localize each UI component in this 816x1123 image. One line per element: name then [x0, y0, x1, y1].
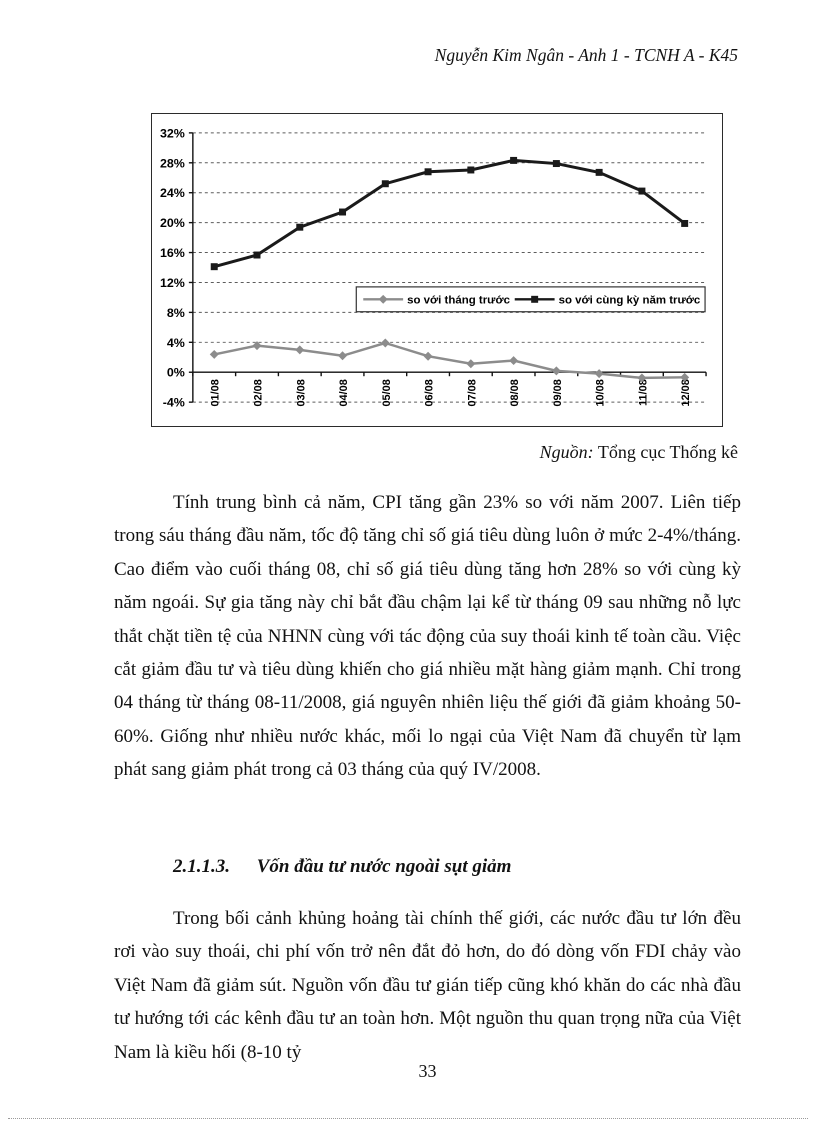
svg-text:08/08: 08/08 — [509, 379, 521, 406]
bottom-dotted-rule — [8, 1118, 808, 1119]
source-text: Tổng cục Thống kê — [597, 442, 738, 462]
svg-text:05/08: 05/08 — [381, 379, 393, 406]
svg-text:07/08: 07/08 — [466, 379, 478, 406]
svg-text:32%: 32% — [160, 126, 185, 140]
page-number: 33 — [418, 1061, 437, 1081]
svg-text:20%: 20% — [160, 216, 185, 230]
svg-text:09/08: 09/08 — [552, 379, 564, 406]
svg-text:so với tháng trước: so với tháng trước — [407, 294, 511, 306]
section-heading-title: Vốn đầu tư nước ngoài sụt giảm — [256, 856, 512, 877]
svg-text:so với cùng kỳ năm trước: so với cùng kỳ năm trước — [559, 294, 701, 306]
svg-text:12/08: 12/08 — [680, 379, 692, 406]
section-heading: 2.1.1.3. Vốn đầu tư nước ngoài sụt giảm — [173, 856, 511, 878]
svg-text:4%: 4% — [167, 336, 185, 350]
header-author-text: Nguyễn Kim Ngân - Anh 1 - TCNH A - K45 — [434, 45, 738, 65]
svg-text:0%: 0% — [167, 366, 185, 380]
svg-text:03/08: 03/08 — [295, 379, 307, 406]
cpi-line-chart: 32% 28% 24% 20% 16% 12% 8% 4% 0% -4% 01/08 02/08 03/… — [160, 126, 707, 410]
svg-text:10/08: 10/08 — [595, 379, 607, 406]
svg-text:8%: 8% — [167, 306, 185, 320]
paragraph-fdi: Trong bối cảnh khủng hoảng tài chính thế… — [114, 908, 741, 1063]
cpi-chart-figure: 32% 28% 24% 20% 16% 12% 8% 4% 0% -4% 01/08 02/08 03/… — [151, 113, 723, 427]
svg-text:01/08: 01/08 — [210, 379, 222, 406]
svg-text:24%: 24% — [160, 186, 185, 200]
svg-text:28%: 28% — [160, 156, 185, 170]
svg-text:12%: 12% — [160, 276, 185, 290]
paragraph-cpi-summary: Tính trung bình cả năm, CPI tăng gần 23%… — [114, 492, 741, 781]
svg-text:16%: 16% — [160, 246, 185, 260]
svg-text:11/08: 11/08 — [637, 379, 649, 406]
svg-text:-4%: -4% — [163, 396, 185, 410]
source-label: Nguồn: — [539, 442, 594, 462]
section-heading-number: 2.1.1.3. — [173, 856, 230, 877]
svg-text:06/08: 06/08 — [424, 379, 436, 406]
chart-source-caption: Nguồn: Tổng cục Thống kê — [540, 442, 738, 463]
svg-text:04/08: 04/08 — [338, 379, 350, 406]
page-header: Nguyễn Kim Ngân - Anh 1 - TCNH A - K45 — [435, 45, 738, 66]
svg-text:02/08: 02/08 — [252, 379, 264, 406]
